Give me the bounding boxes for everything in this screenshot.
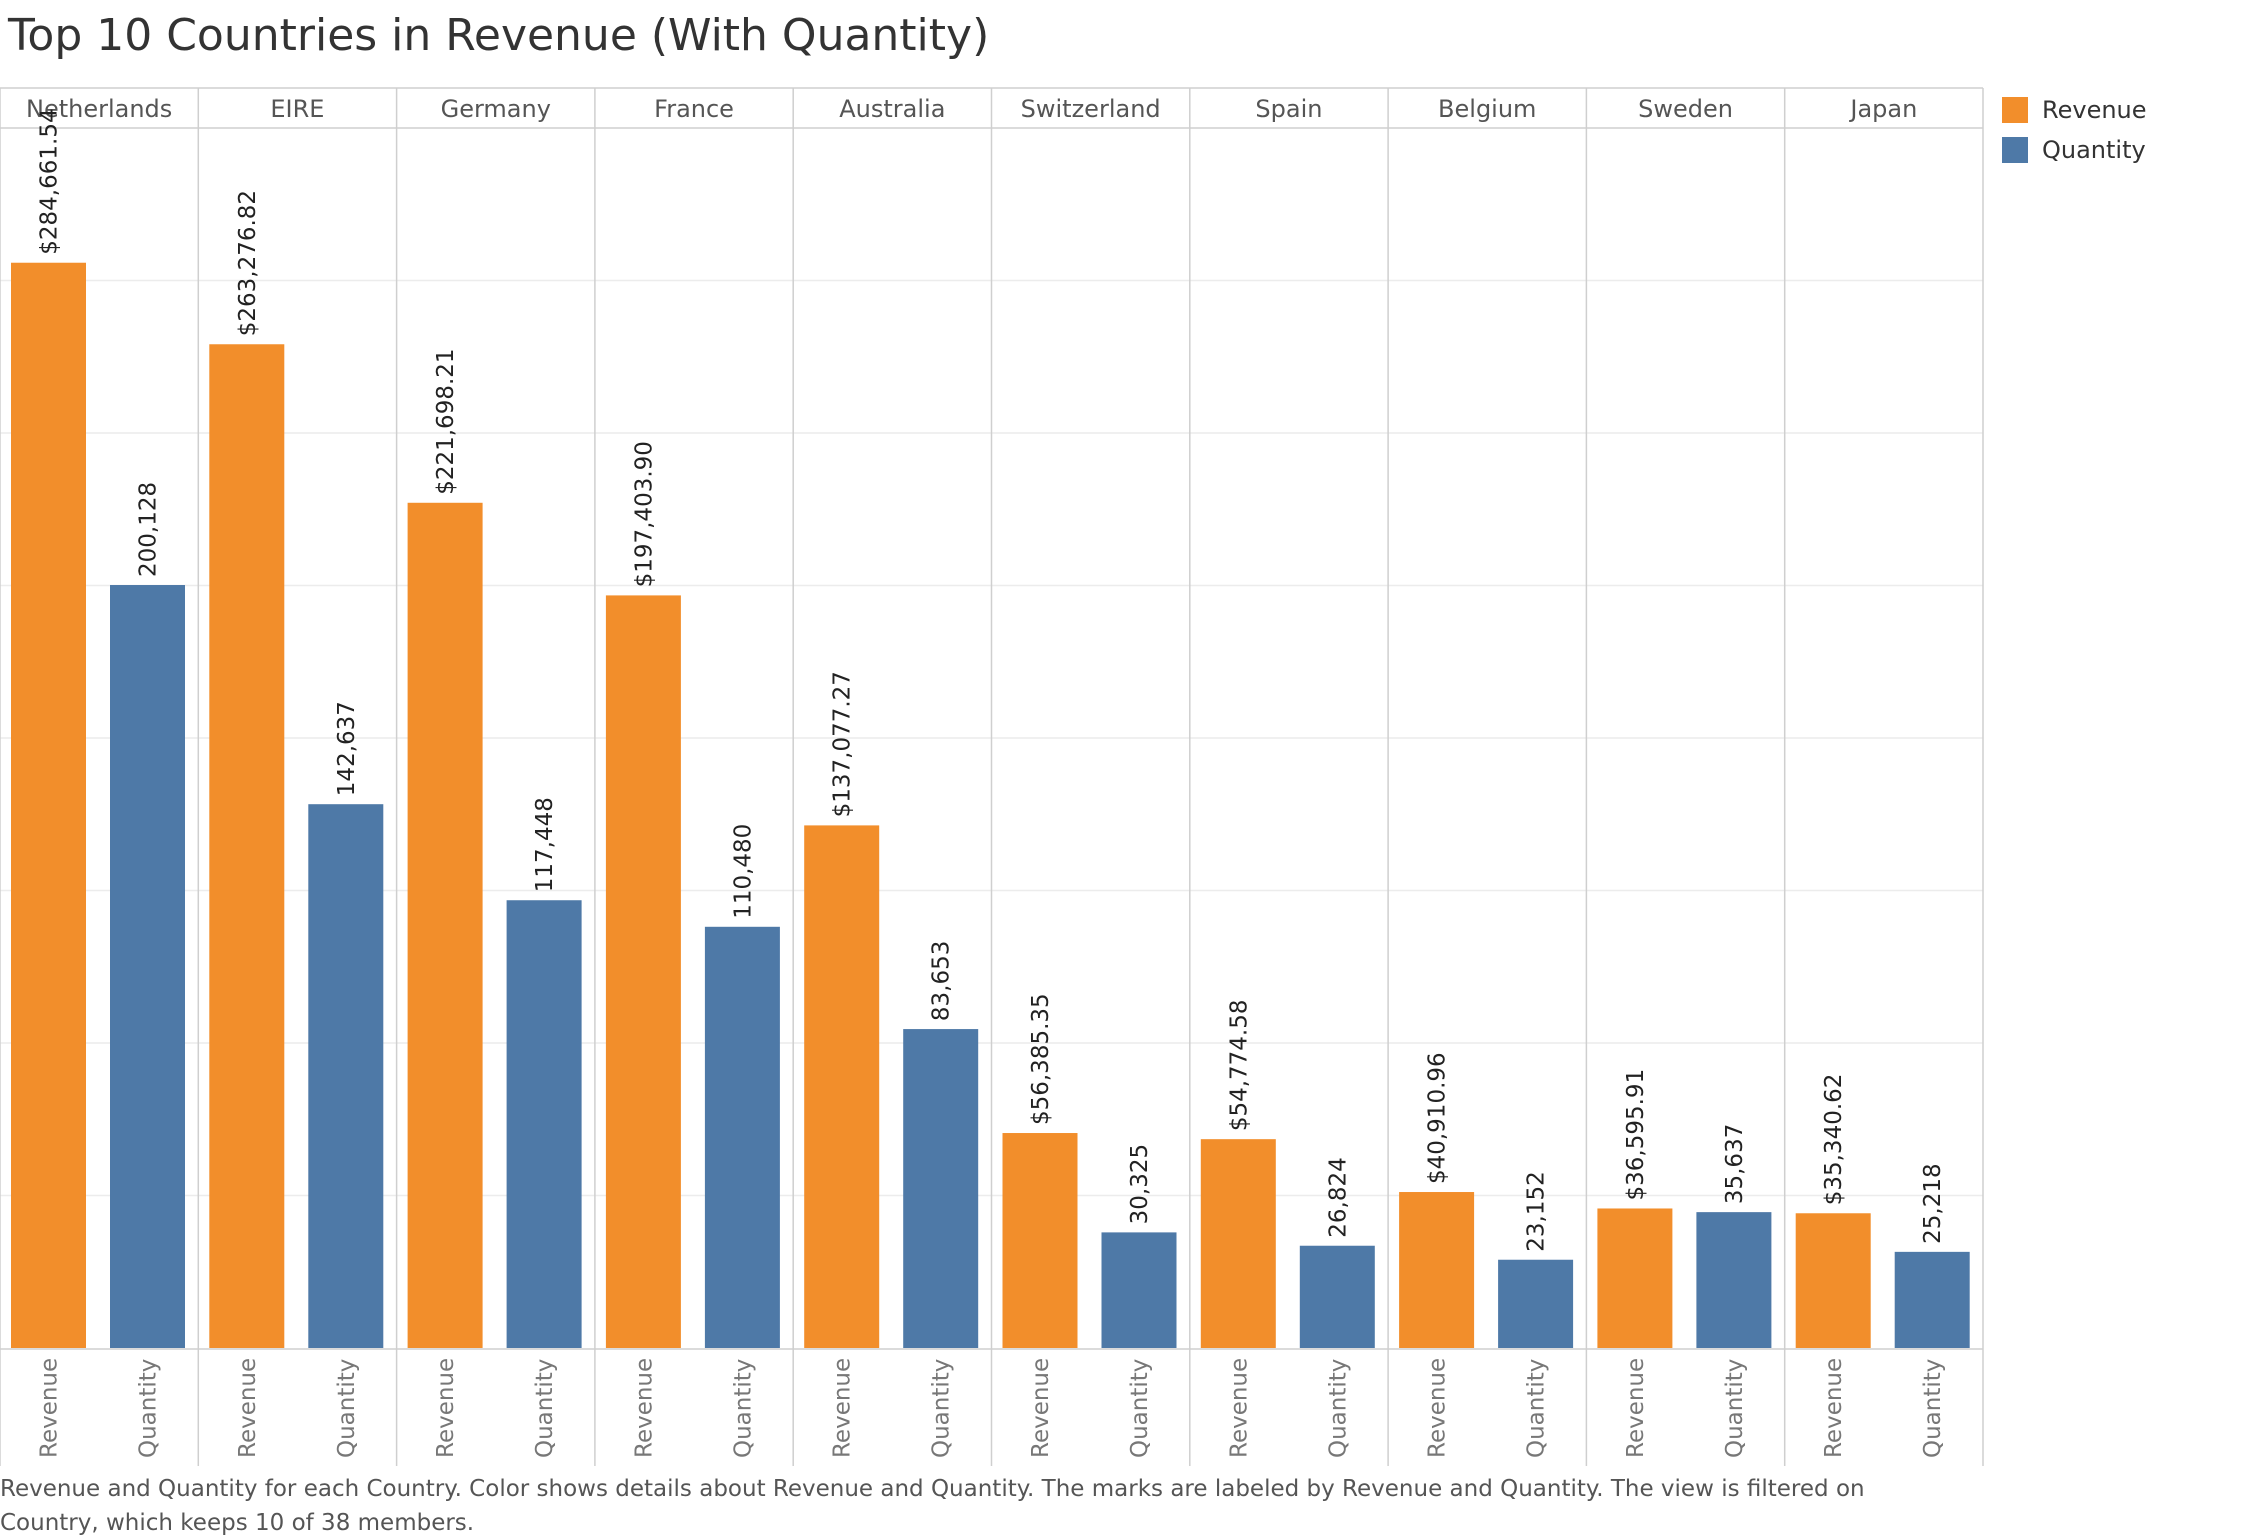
measure-label-revenue-switzerland: Revenue: [1028, 1358, 1054, 1458]
measure-label-quantity-belgium: Quantity: [1524, 1359, 1550, 1458]
country-header-france: France: [654, 95, 734, 123]
data-label-quantity-switzerland: 30,325: [1127, 1144, 1153, 1224]
legend-item-quantity[interactable]: Quantity: [2002, 130, 2147, 170]
measure-label-revenue-germany: Revenue: [433, 1358, 459, 1458]
bar-quantity-japan: [1894, 1251, 1970, 1348]
bar-revenue-spain: [1200, 1139, 1276, 1348]
bar-revenue-netherlands: [11, 262, 86, 1348]
country-header-netherlands: Netherlands: [26, 95, 172, 123]
data-label-revenue-belgium: $40,910.96: [1425, 1052, 1451, 1184]
bar-quantity-australia: [903, 1029, 979, 1348]
bar-quantity-netherlands: [110, 585, 185, 1348]
measure-label-quantity-spain: Quantity: [1325, 1359, 1351, 1458]
data-label-quantity-netherlands: 200,128: [136, 482, 162, 577]
data-label-quantity-australia: 83,653: [929, 941, 955, 1021]
country-header-belgium: Belgium: [1438, 95, 1536, 123]
country-header-spain: Spain: [1255, 95, 1322, 123]
bar-revenue-switzerland: [1002, 1133, 1078, 1348]
bar-revenue-sweden: [1597, 1208, 1673, 1348]
chart-caption: Revenue and Quantity for each Country. C…: [0, 1476, 1865, 1536]
measure-label-quantity-germany: Quantity: [532, 1359, 558, 1458]
legend-swatch-revenue: [2002, 97, 2028, 123]
bar-quantity-france: [704, 926, 780, 1348]
data-label-revenue-germany: $221,698.21: [433, 348, 459, 494]
data-label-revenue-spain: $54,774.58: [1226, 999, 1252, 1131]
bar-quantity-switzerland: [1101, 1232, 1177, 1348]
legend-item-revenue[interactable]: Revenue: [2002, 90, 2147, 130]
data-label-revenue-switzerland: $56,385.35: [1028, 993, 1054, 1125]
measure-label-quantity-australia: Quantity: [929, 1359, 955, 1458]
country-header-eire: EIRE: [270, 95, 324, 123]
bar-revenue-germany: [407, 502, 483, 1348]
country-header-australia: Australia: [839, 95, 945, 123]
data-label-revenue-japan: $35,340.62: [1821, 1074, 1847, 1206]
bar-revenue-australia: [804, 825, 880, 1348]
data-label-quantity-eire: 142,637: [334, 701, 360, 796]
measure-label-revenue-australia: Revenue: [830, 1358, 856, 1458]
measure-label-revenue-japan: Revenue: [1821, 1358, 1847, 1458]
legend-label-revenue: Revenue: [2042, 96, 2147, 124]
measure-label-quantity-netherlands: Quantity: [136, 1359, 162, 1458]
legend: Revenue Quantity: [2002, 90, 2147, 170]
measure-label-revenue-netherlands: Revenue: [37, 1358, 63, 1458]
data-label-quantity-belgium: 23,152: [1524, 1171, 1550, 1251]
bar-revenue-france: [605, 595, 681, 1348]
data-label-revenue-sweden: $36,595.91: [1623, 1069, 1649, 1201]
measure-label-revenue-eire: Revenue: [235, 1358, 261, 1458]
bar-quantity-eire: [308, 804, 384, 1348]
data-label-revenue-eire: $263,276.82: [235, 190, 261, 336]
bar-revenue-japan: [1795, 1213, 1871, 1348]
data-label-quantity-spain: 26,824: [1325, 1157, 1351, 1237]
country-header-sweden: Sweden: [1638, 95, 1733, 123]
bar-revenue-belgium: [1399, 1192, 1475, 1348]
data-label-quantity-germany: 117,448: [532, 797, 558, 892]
bar-quantity-spain: [1299, 1245, 1375, 1348]
measure-label-quantity-france: Quantity: [730, 1359, 756, 1458]
bar-quantity-belgium: [1498, 1259, 1574, 1348]
data-label-quantity-japan: 25,218: [1920, 1163, 1946, 1243]
measure-label-revenue-sweden: Revenue: [1623, 1358, 1649, 1458]
measure-label-revenue-belgium: Revenue: [1425, 1358, 1451, 1458]
country-header-japan: Japan: [1848, 95, 1917, 123]
bar-revenue-eire: [209, 344, 285, 1349]
country-header-germany: Germany: [441, 95, 551, 123]
data-label-quantity-france: 110,480: [730, 824, 756, 919]
measure-label-quantity-eire: Quantity: [334, 1359, 360, 1458]
measure-label-quantity-sweden: Quantity: [1722, 1359, 1748, 1458]
legend-label-quantity: Quantity: [2042, 136, 2146, 164]
measure-label-quantity-switzerland: Quantity: [1127, 1359, 1153, 1458]
bar-quantity-germany: [506, 900, 582, 1348]
measure-label-revenue-france: Revenue: [631, 1358, 657, 1458]
measure-label-quantity-japan: Quantity: [1920, 1359, 1946, 1458]
data-label-revenue-australia: $137,077.27: [830, 671, 856, 817]
data-label-revenue-france: $197,403.90: [631, 441, 657, 587]
country-header-switzerland: Switzerland: [1021, 95, 1161, 123]
chart-area: Netherlands$284,661.54 Revenue 200,128 Quan…: [0, 87, 1984, 1466]
data-label-revenue-netherlands: $284,661.54: [37, 108, 63, 254]
chart-title: Top 10 Countries in Revenue (With Quanti…: [8, 10, 990, 61]
measure-label-revenue-spain: Revenue: [1226, 1358, 1252, 1458]
bar-quantity-sweden: [1696, 1212, 1772, 1348]
data-label-quantity-sweden: 35,637: [1722, 1124, 1748, 1204]
legend-swatch-quantity: [2002, 137, 2028, 163]
